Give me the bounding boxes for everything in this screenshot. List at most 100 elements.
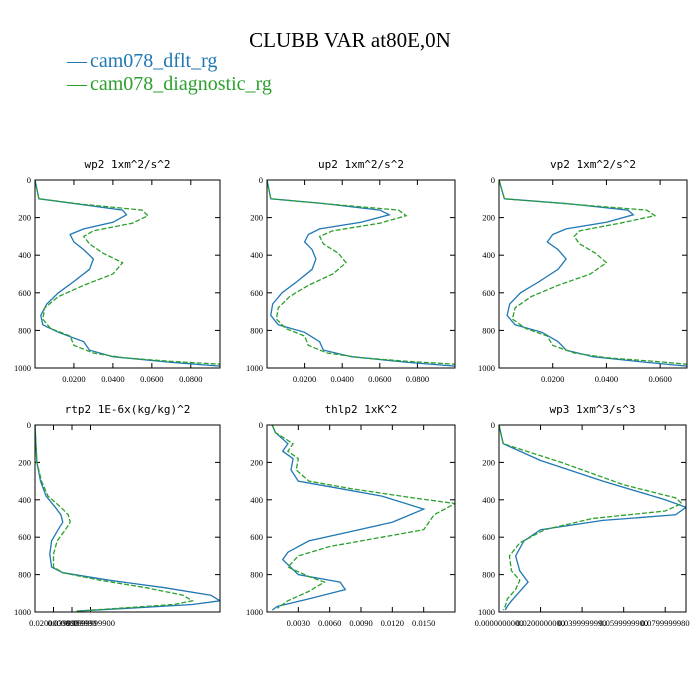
y-tick-label: 400 [482,250,495,260]
y-tick-label: 200 [18,213,31,223]
y-tick-label: 200 [482,213,495,223]
legend: — cam078_dflt_rg — cam078_diagnostic_rg [66,50,272,95]
panel-3: rtp2 1E-6x(kg/kg)^2 0 200 400 600 800 10000.02… [14,403,221,628]
y-tick-label: 1000 [14,363,31,373]
y-tick-label: 400 [482,495,495,505]
x-tick-label: 0.0030 [287,618,310,628]
x-tick-label: 0.0800 [179,374,202,384]
legend-label-diagnostic: cam078_diagnostic_rg [90,73,272,95]
legend-label-dflt: cam078_dflt_rg [90,50,217,72]
y-tick-label: 800 [18,570,31,580]
x-tick-label: 0.0200000000 [516,618,565,628]
y-tick-label: 800 [482,570,495,580]
y-tick-label: 0 [491,420,495,430]
panel-title: up2 1xm^2/s^2 [318,158,404,171]
y-tick-label: 400 [18,250,31,260]
legend-line-diagnostic-icon: — [66,73,88,95]
y-tick-label: 600 [482,532,495,542]
x-tick-label: 0.0399999990 [48,618,97,628]
y-tick-label: 0 [491,175,495,185]
y-tick-label: 800 [250,325,263,335]
y-tick-label: 600 [250,288,263,298]
series-line-dflt [499,425,686,611]
y-tick-label: 0 [27,420,31,430]
panel-title: thlp2 1xK^2 [325,403,398,416]
x-tick-label: 0.0799999980 [641,618,690,628]
y-tick-label: 600 [482,288,495,298]
x-tick-label: 0.0060 [318,618,341,628]
series-line-dflt [271,425,426,611]
x-tick-label: 0.0200 [541,374,564,384]
x-tick-label: 0.0600 [368,374,391,384]
legend-line-dflt-icon: — [66,50,88,72]
legend-item-diagnostic: — cam078_diagnostic_rg [66,73,272,95]
y-tick-label: 800 [250,570,263,580]
plot-frame [266,179,456,369]
y-tick-label: 1000 [246,607,263,617]
x-tick-label: 0.0200 [293,374,316,384]
plot-frame [498,179,688,369]
y-tick-label: 400 [18,495,31,505]
x-tick-label: 0.0399999990 [558,618,607,628]
y-tick-label: 600 [18,532,31,542]
y-tick-label: 600 [250,532,263,542]
figure-title: CLUBB VAR at80E,0N [249,28,451,52]
y-tick-label: 800 [18,325,31,335]
y-tick-label: 1000 [246,363,263,373]
series-line-diagnostic [35,180,220,365]
y-tick-label: 200 [250,457,263,467]
y-tick-label: 1000 [478,607,495,617]
plot-frame [34,424,221,613]
x-tick-label: 0.0599999900 [599,618,648,628]
plot-frame [34,179,221,369]
x-tick-label: 0.0200 [62,374,85,384]
x-tick-label: 0.0120 [381,618,404,628]
y-tick-label: 1000 [14,607,31,617]
series-line-dflt [499,180,687,367]
y-tick-label: 600 [18,288,31,298]
panel-0: wp2 1xm^2/s^2 0 200 400 600 800 1000 0.0200 0.04… [14,158,221,384]
plot-frame [498,424,687,613]
panel-title: wp3 1xm^3/s^3 [549,403,635,416]
x-tick-label: 0.0600 [648,374,671,384]
y-tick-label: 400 [250,250,263,260]
series-line-diagnostic [35,425,195,612]
panel-title: wp2 1xm^2/s^2 [84,158,170,171]
series-line-diagnostic [271,425,455,609]
panel-4: thlp2 1xK^2 0 200 400 600 800 1000 0.0030 0.0060… [246,403,456,628]
y-tick-label: 0 [27,175,31,185]
x-tick-label: 0.0800 [406,374,429,384]
legend-item-dflt: — cam078_dflt_rg [66,50,217,72]
series-line-dflt [267,180,455,367]
y-tick-label: 1000 [478,363,495,373]
x-tick-label: 0.0150 [412,618,435,628]
x-tick-label: 0.0090 [349,618,372,628]
x-tick-label: 0.0599999900 [66,618,115,628]
x-tick-label: 0.0400 [101,374,124,384]
series-line-diagnostic [499,180,687,365]
y-tick-label: 800 [482,325,495,335]
y-tick-label: 200 [250,213,263,223]
series-line-dflt [35,425,220,612]
y-tick-label: 400 [250,495,263,505]
panel-5: wp3 1xm^3/s^3 0 200 400 600 800 10000.00000000… [475,403,690,628]
y-tick-label: 0 [259,420,263,430]
series-line-diagnostic [267,180,455,365]
panels: wp2 1xm^2/s^2 0 200 400 600 800 1000 0.0200 0.04… [14,158,690,628]
panel-1: up2 1xm^2/s^2 0 200 400 600 800 1000 0.0200 0.04… [246,158,456,384]
x-tick-label: 0.0400 [595,374,618,384]
series-line-diagnostic [499,425,683,611]
x-tick-label: 0.0000000000 [475,618,524,628]
panel-2: vp2 1xm^2/s^2 0 200 400 600 800 1000 0.0200 0.04… [478,158,688,384]
y-tick-label: 200 [18,457,31,467]
y-tick-label: 200 [482,457,495,467]
panel-title: rtp2 1E-6x(kg/kg)^2 [65,403,191,416]
y-tick-label: 0 [259,175,263,185]
series-line-dflt [35,180,220,367]
panel-title: vp2 1xm^2/s^2 [550,158,636,171]
x-tick-label: 0.0400 [331,374,354,384]
x-tick-label: 0.0200000000 [29,618,78,628]
plot-frame [266,424,456,613]
x-tick-label: 0.0600 [140,374,163,384]
